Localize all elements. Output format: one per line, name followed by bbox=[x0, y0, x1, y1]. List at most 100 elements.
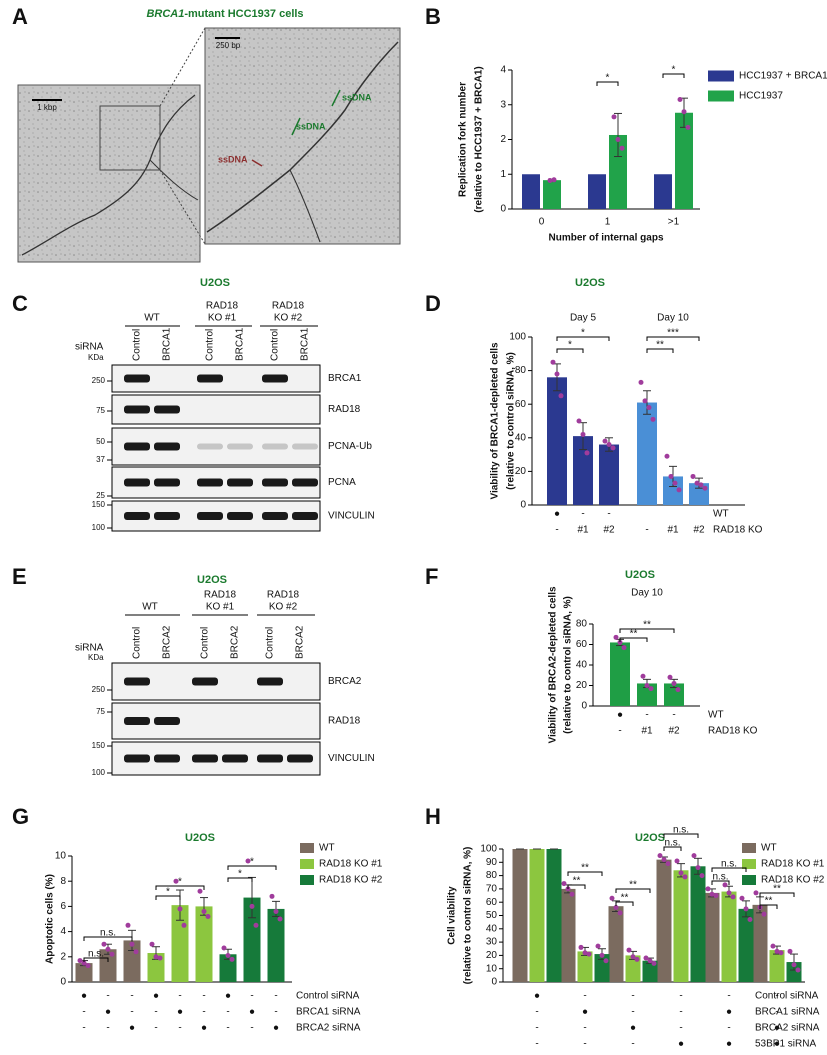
significance-label: n.s. bbox=[88, 949, 104, 960]
condition-mark: ● bbox=[273, 1023, 279, 1034]
condition-mark: - bbox=[274, 991, 277, 1002]
lane-label: BRCA1 bbox=[235, 327, 246, 361]
data-point bbox=[582, 950, 588, 956]
data-point bbox=[109, 951, 115, 957]
y-axis-label: Viability of BRCA1-depleted cells bbox=[490, 342, 501, 500]
condition-label: BRCA2 siRNA bbox=[296, 1023, 361, 1034]
condition-label: BRCA1 siRNA bbox=[755, 1007, 820, 1018]
data-point bbox=[648, 686, 654, 692]
marker-label: 75 bbox=[96, 707, 105, 716]
condition-mark: - bbox=[645, 710, 648, 721]
bar bbox=[769, 950, 785, 982]
condition-mark: #1 bbox=[667, 525, 679, 536]
x-tick-label: 1 bbox=[605, 217, 611, 228]
marker-label: 50 bbox=[96, 437, 105, 446]
x-tick-label: >1 bbox=[668, 217, 680, 228]
condition-mark: - bbox=[679, 1023, 682, 1034]
condition-mark: - bbox=[775, 1007, 778, 1018]
panel-letter: G bbox=[12, 804, 29, 829]
y-axis-label: Replication fork number bbox=[458, 82, 469, 197]
band bbox=[197, 512, 223, 520]
group-label: Day 10 bbox=[631, 588, 663, 599]
bar bbox=[654, 174, 672, 209]
data-point bbox=[550, 359, 556, 365]
band bbox=[154, 717, 180, 725]
data-point bbox=[709, 891, 715, 897]
data-point bbox=[599, 952, 605, 958]
data-point bbox=[617, 639, 623, 645]
y-tick-label: 0 bbox=[60, 977, 66, 988]
bar bbox=[786, 962, 802, 982]
condition-mark: - bbox=[679, 991, 682, 1002]
legend-swatch bbox=[742, 843, 756, 853]
condition-mark: #1 bbox=[641, 726, 653, 737]
condition-mark: - bbox=[82, 1023, 85, 1034]
condition-mark: - bbox=[645, 525, 648, 536]
legend-swatch bbox=[742, 859, 756, 869]
y-tick-label: 50 bbox=[486, 910, 498, 921]
significance-label: n.s. bbox=[712, 872, 728, 883]
title-rest: -mutant HCC1937 cells bbox=[184, 8, 303, 20]
significance-bracket bbox=[556, 336, 610, 341]
significance-label: ** bbox=[581, 863, 589, 874]
data-point bbox=[747, 916, 753, 922]
y-tick-label: 1 bbox=[500, 169, 506, 180]
protein-label: VINCULIN bbox=[328, 753, 375, 764]
bar bbox=[99, 949, 117, 982]
bar bbox=[577, 951, 593, 982]
condition-mark: ● bbox=[201, 1023, 207, 1034]
y-tick-label: 20 bbox=[515, 466, 527, 477]
condition-mark: - bbox=[583, 991, 586, 1002]
data-point bbox=[726, 890, 732, 896]
y-tick-label: 2 bbox=[500, 134, 506, 145]
band bbox=[257, 677, 283, 686]
dna-fiber bbox=[21, 94, 196, 256]
group-label: RAD18 bbox=[206, 301, 239, 312]
y-tick-label: 60 bbox=[515, 399, 527, 410]
band bbox=[227, 443, 253, 450]
data-point bbox=[681, 109, 687, 115]
data-point bbox=[129, 941, 135, 947]
group-label: KO #1 bbox=[206, 602, 235, 613]
significance-bracket bbox=[83, 957, 109, 962]
condition-mark: ● bbox=[225, 991, 231, 1002]
data-point bbox=[205, 913, 211, 919]
lane-label: Control bbox=[205, 329, 216, 361]
band bbox=[124, 677, 150, 686]
band bbox=[227, 512, 253, 520]
data-point bbox=[253, 922, 259, 928]
blot-title: U2OS bbox=[200, 277, 230, 289]
band bbox=[197, 374, 223, 383]
data-point bbox=[713, 893, 719, 899]
data-point bbox=[644, 683, 650, 688]
data-point bbox=[101, 941, 107, 947]
dna-fiber bbox=[289, 169, 321, 243]
zoom-box bbox=[99, 105, 161, 171]
y-tick-label: 100 bbox=[509, 332, 526, 343]
y-tick-label: 30 bbox=[486, 937, 498, 948]
lane-label: Control bbox=[265, 627, 276, 659]
significance-label: ** bbox=[573, 876, 581, 887]
condition-mark: ● bbox=[630, 1023, 636, 1034]
condition-mark: #2 bbox=[693, 525, 705, 536]
band bbox=[154, 512, 180, 520]
condition-mark: - bbox=[82, 1007, 85, 1018]
dna-fiber bbox=[206, 41, 399, 233]
bar bbox=[546, 849, 562, 982]
condition-mark: #2 bbox=[603, 525, 615, 536]
significance-label: * bbox=[250, 857, 254, 868]
band bbox=[262, 374, 288, 383]
band bbox=[287, 754, 313, 763]
condition-mark: ● bbox=[726, 1007, 732, 1018]
data-point bbox=[695, 865, 701, 871]
significance-label: * bbox=[568, 340, 572, 351]
band bbox=[192, 754, 218, 763]
bar bbox=[738, 908, 754, 982]
kda-label: KDa bbox=[88, 353, 104, 362]
data-point bbox=[657, 853, 663, 859]
significance-label: * bbox=[606, 73, 610, 84]
significance-label: n.s. bbox=[673, 825, 689, 836]
data-point bbox=[739, 895, 745, 901]
data-point bbox=[664, 453, 670, 459]
significance-bracket bbox=[646, 348, 674, 353]
